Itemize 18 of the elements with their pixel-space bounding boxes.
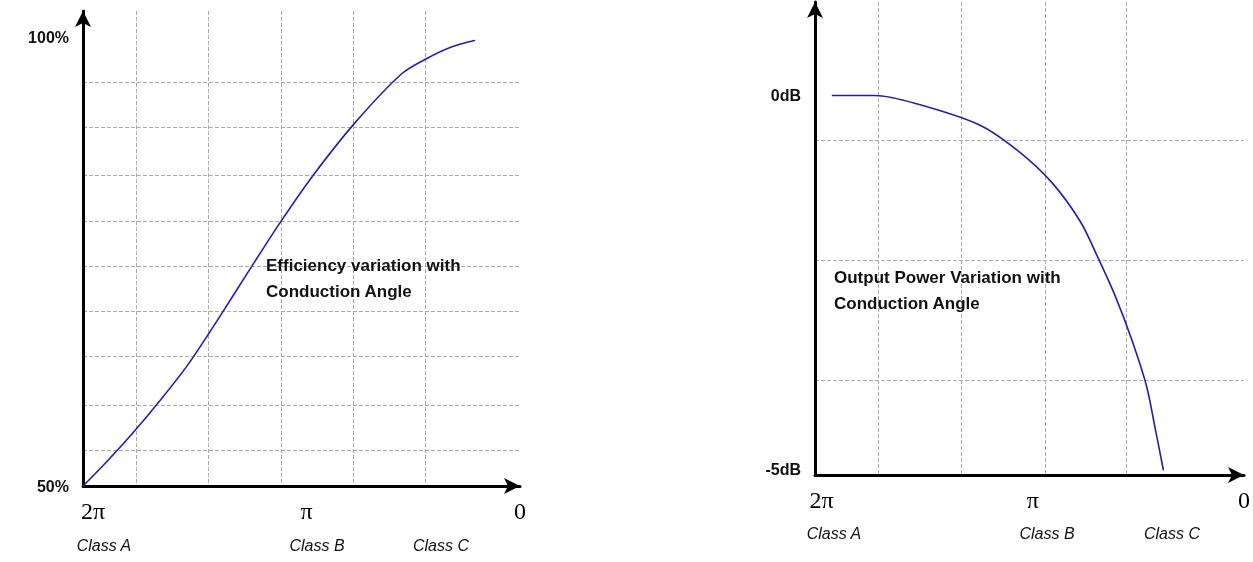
text: Efficiency variation with Conduction Angle bbox=[266, 255, 466, 301]
x-tick-label: 0 bbox=[1238, 487, 1250, 513]
text: Output Power Variation with Conduction Angle bbox=[834, 267, 1066, 313]
x-tick-label: π bbox=[1026, 487, 1039, 513]
text: Class A bbox=[806, 524, 862, 542]
y-tick-label: 100% bbox=[28, 29, 69, 47]
text: Class B bbox=[289, 536, 345, 554]
x-tick-label: 2π bbox=[80, 498, 106, 524]
x-tick-label: 2π bbox=[809, 487, 834, 513]
x-tick-label: π bbox=[300, 498, 313, 524]
y-tick-label: 50% bbox=[36, 477, 69, 495]
x-tick-label: 0 bbox=[514, 498, 526, 524]
text: Class C bbox=[1143, 524, 1201, 542]
y-tick-label: -5dB bbox=[765, 461, 801, 479]
text: Class C bbox=[412, 536, 470, 554]
text: Class B bbox=[1019, 524, 1075, 542]
text: Class A bbox=[76, 536, 132, 554]
y-tick-label: 0dB bbox=[770, 87, 801, 105]
